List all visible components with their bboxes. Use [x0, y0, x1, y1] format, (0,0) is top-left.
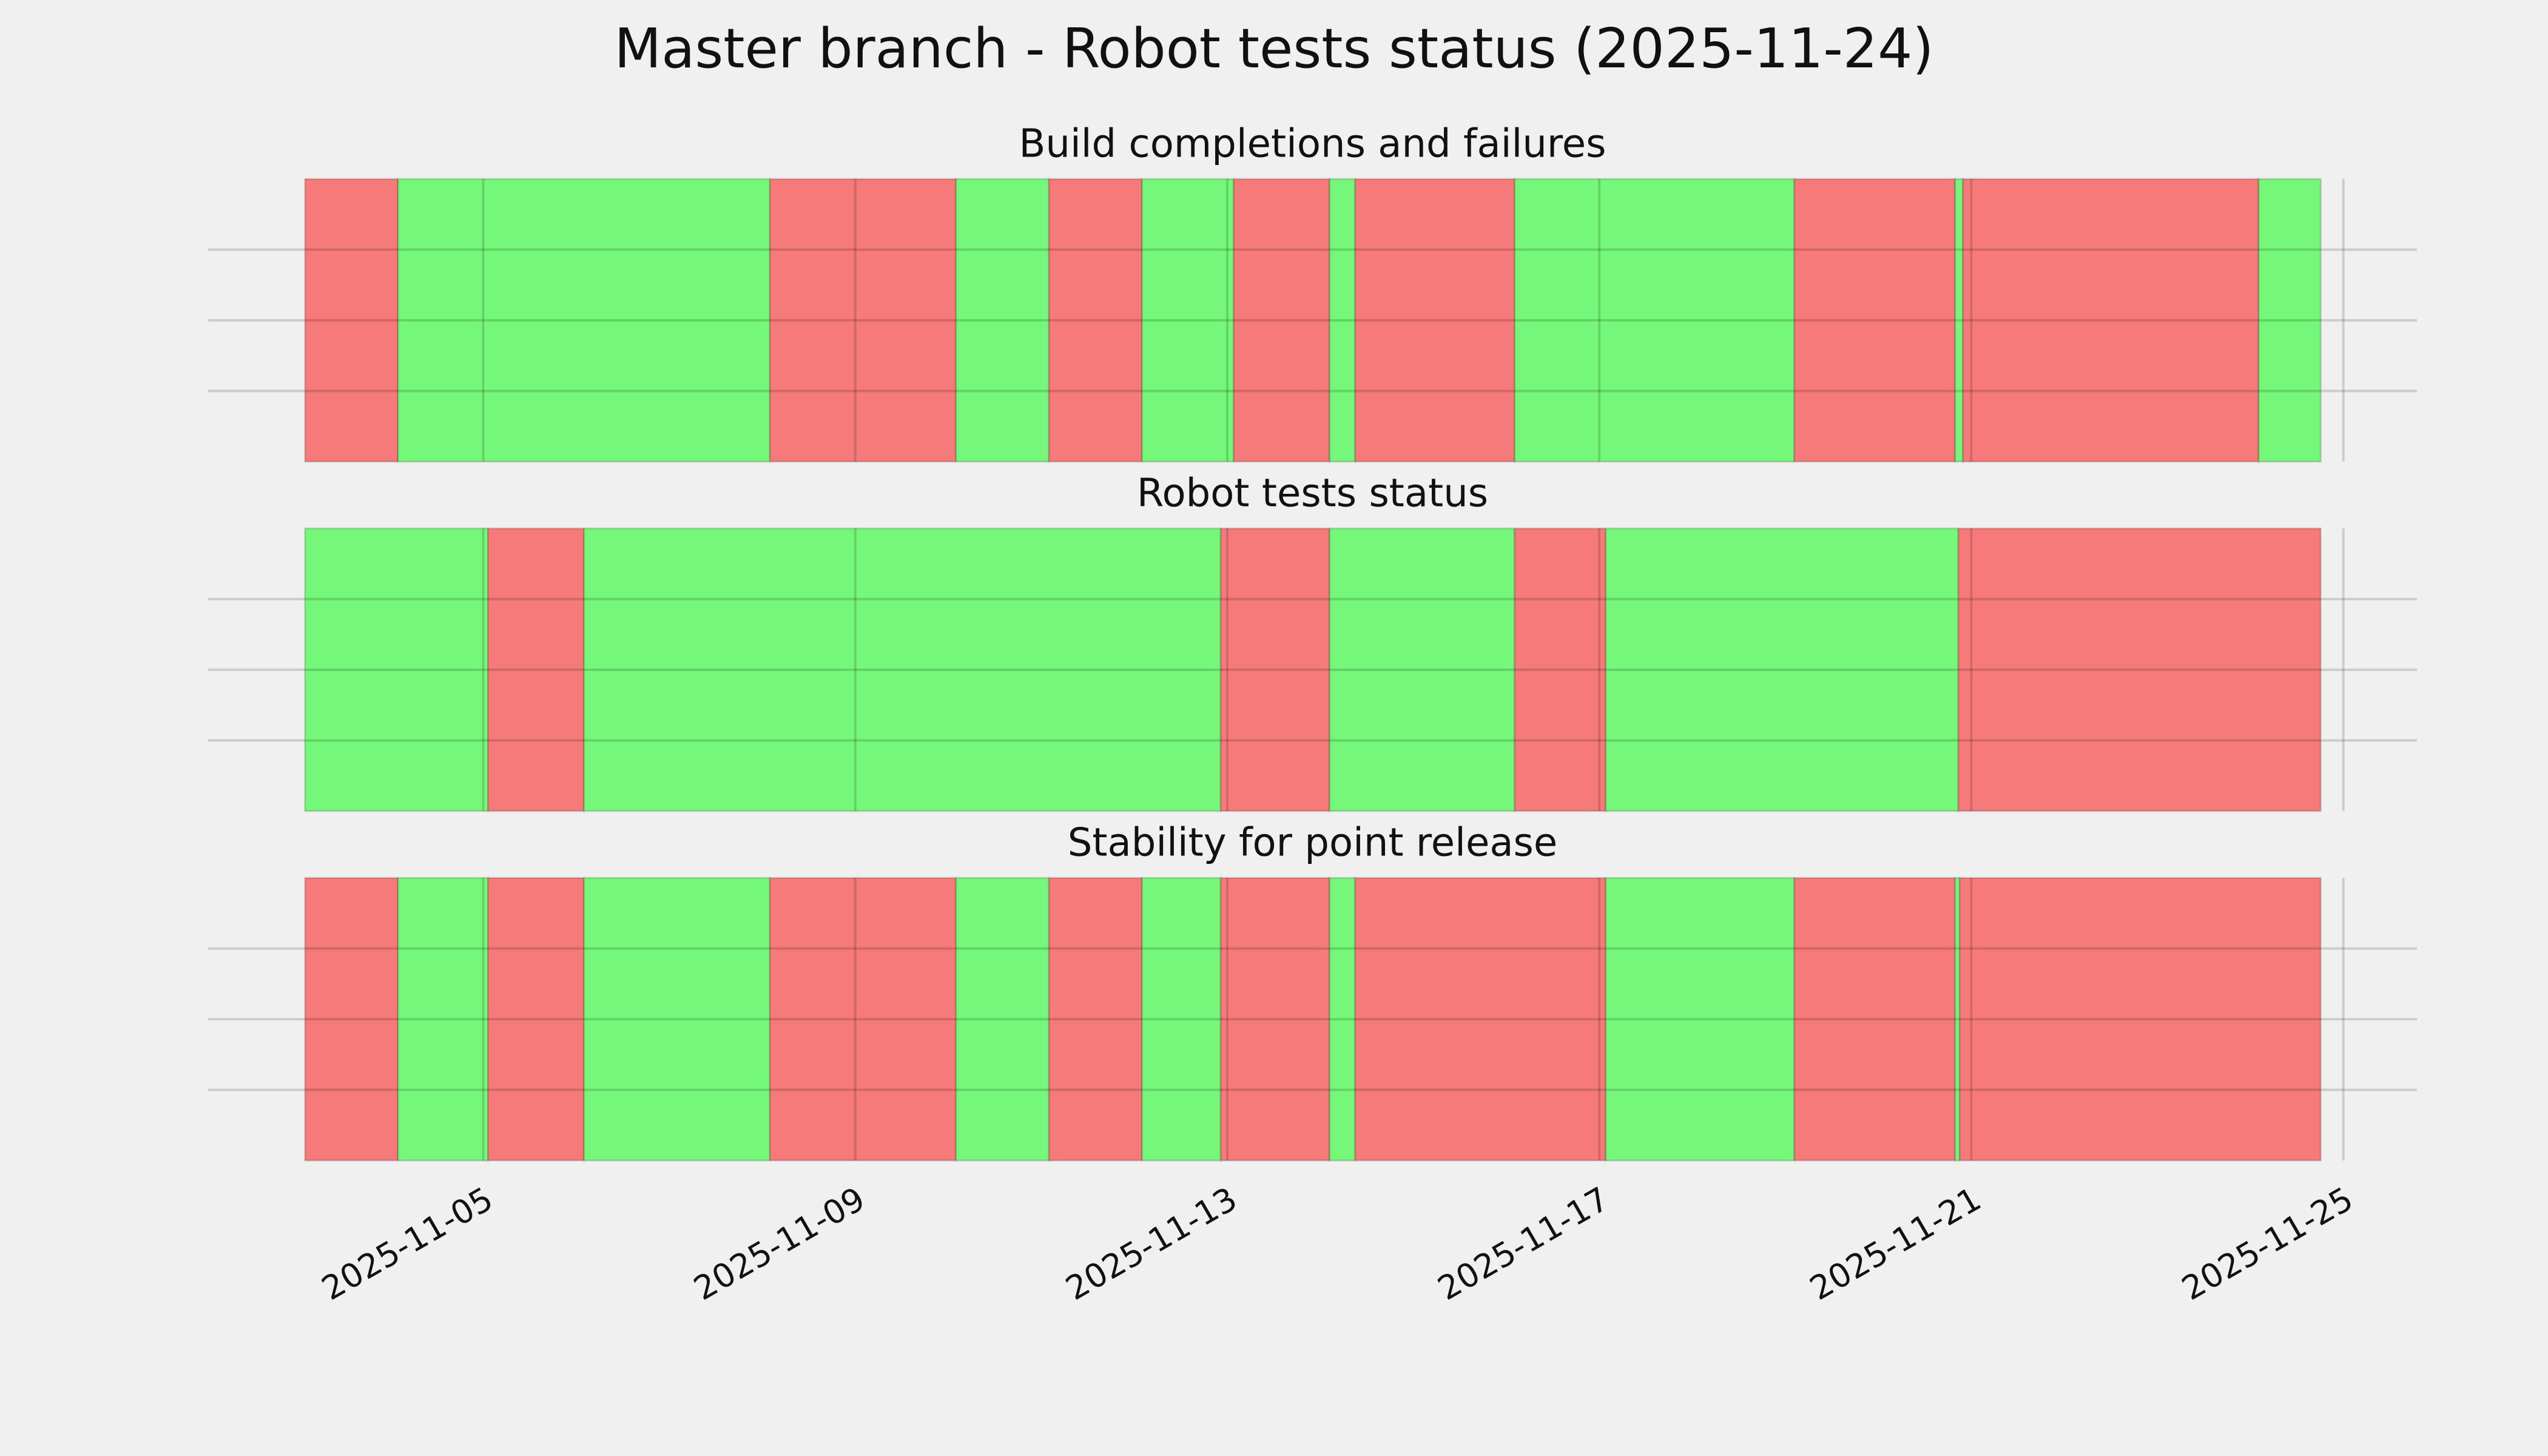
status-span: [304, 527, 490, 812]
status-span: [1048, 877, 1143, 1162]
status-span: [1605, 877, 1796, 1162]
status-span: [955, 877, 1050, 1162]
status-span: [1962, 178, 2260, 463]
status-span: [1354, 178, 1516, 463]
status-span: [769, 877, 957, 1162]
status-span: [2257, 178, 2322, 463]
status-span: [1329, 527, 1516, 812]
status-span: [304, 178, 399, 463]
status-span: [955, 178, 1050, 463]
status-span: [769, 178, 957, 463]
status-span: [1219, 527, 1331, 812]
panel-title: Robot tests status: [1137, 471, 1488, 516]
status-span: [1514, 178, 1796, 463]
status-span: [1957, 527, 2322, 812]
status-span: [1329, 178, 1357, 463]
panel-title: Stability for point release: [1068, 821, 1558, 866]
panel-title: Build completions and failures: [1019, 122, 1606, 167]
status-span: [1141, 877, 1222, 1162]
chart-title: Master branch - Robot tests status (2025…: [615, 17, 1934, 81]
status-span: [1793, 178, 1956, 463]
status-span: [487, 877, 585, 1162]
status-span: [1141, 178, 1235, 463]
status-span: [1958, 877, 2322, 1162]
status-span: [1219, 877, 1331, 1162]
status-span: [1605, 527, 1960, 812]
status-span: [487, 527, 585, 812]
status-span: [1048, 178, 1143, 463]
status-span: [1793, 877, 1956, 1162]
status-span: [1354, 877, 1607, 1162]
status-span: [1514, 527, 1607, 812]
status-span: [304, 877, 399, 1162]
status-span: [397, 178, 771, 463]
status-span: [1233, 178, 1331, 463]
status-span: [397, 877, 490, 1162]
